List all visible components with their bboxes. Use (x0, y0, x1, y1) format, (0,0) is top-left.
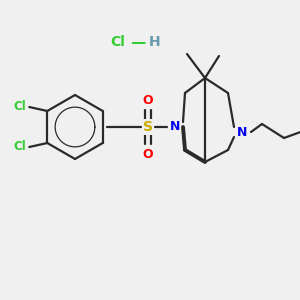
Text: O: O (143, 94, 153, 106)
Text: N: N (237, 125, 247, 139)
Text: Cl: Cl (13, 140, 26, 154)
Text: —: — (130, 34, 146, 50)
Text: Cl: Cl (111, 35, 125, 49)
Text: Cl: Cl (13, 100, 26, 113)
Text: H: H (149, 35, 161, 49)
Text: N: N (170, 121, 180, 134)
Text: O: O (143, 148, 153, 160)
Text: S: S (143, 120, 153, 134)
